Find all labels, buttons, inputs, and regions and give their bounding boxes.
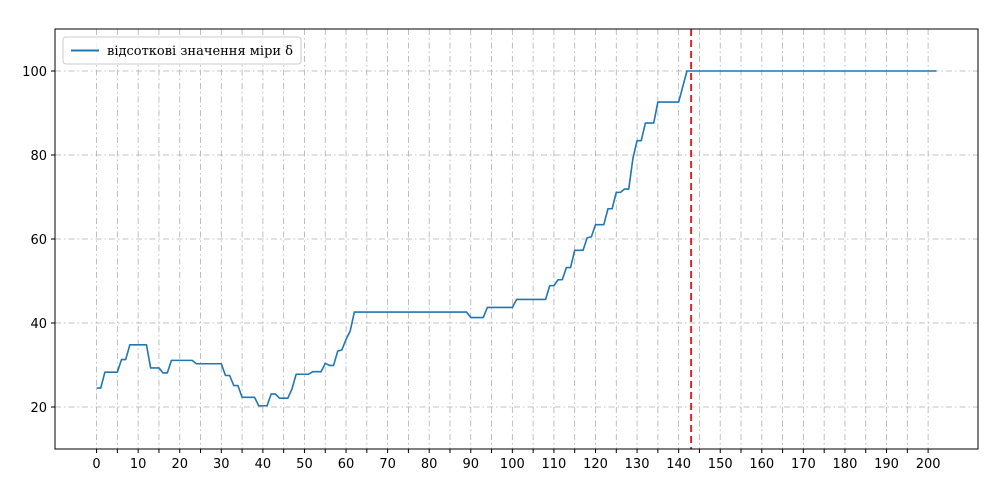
x-tick-label: 40 [255,457,272,472]
grid [55,29,978,449]
x-tick-label: 120 [583,457,608,472]
legend-box [62,36,302,65]
x-tick-label: 70 [379,457,396,472]
x-tick-label: 20 [171,457,188,472]
x-tick-label: 130 [625,457,650,472]
y-tick-label: 60 [30,233,47,248]
x-tick-label: 90 [462,457,479,472]
x-tick-label: 140 [666,457,691,472]
y-tick-label: 40 [30,317,47,332]
x-tick-label: 190 [874,457,899,472]
legend: відсоткові значення міри δ [62,36,302,65]
x-tick-label: 150 [708,457,733,472]
y-tick-label: 100 [22,65,47,80]
x-tick-label: 110 [542,457,567,472]
y-tick-label: 80 [30,149,47,164]
series-line [96,70,937,407]
x-tick-label: 80 [421,457,438,472]
x-tick-label: 100 [500,457,525,472]
x-axis-ticks: 0 10 20 30 40 50 60 70 80 90 100 110 120 130 140 150 160… [92,449,941,472]
x-tick-label: 180 [833,457,858,472]
y-tick-label: 20 [30,401,47,416]
y-axis-ticks: 20 40 60 80 100 [22,65,55,416]
x-tick-label: 0 [92,457,100,472]
series-layer [96,70,937,407]
x-tick-label: 10 [130,457,147,472]
x-tick-label: 200 [916,457,941,472]
x-tick-label: 30 [213,457,230,472]
x-tick-label: 160 [749,457,774,472]
x-tick-label: 170 [791,457,816,472]
x-tick-label: 60 [338,457,355,472]
legend-label: відсоткові значення міри δ [107,44,293,59]
x-tick-label: 50 [296,457,313,472]
